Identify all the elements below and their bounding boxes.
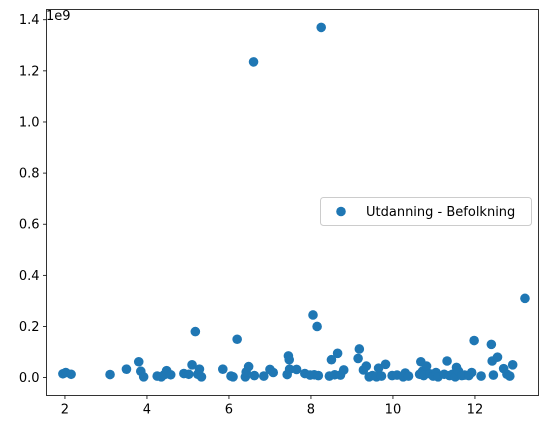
data-point (284, 354, 295, 365)
data-point (138, 372, 149, 382)
data-point (326, 354, 337, 365)
data-point (190, 326, 201, 337)
data-point (183, 369, 194, 380)
axes-frame (46, 9, 539, 396)
data-point (442, 356, 452, 366)
data-point (165, 369, 176, 380)
x-tick-label: 2 (61, 403, 69, 418)
data-point (354, 344, 365, 354)
data-point (249, 370, 260, 381)
data-point (488, 370, 499, 380)
data-point (248, 57, 259, 67)
data-point (520, 293, 530, 304)
data-point (338, 365, 349, 375)
legend-marker (336, 206, 346, 217)
legend-label: Utdanning - Befolkning (366, 205, 515, 220)
y-tick-label: 1.2 (19, 64, 40, 79)
x-tick-label: 6 (225, 403, 233, 418)
y-axis-offset-text: 1e9 (46, 9, 71, 24)
y-axis: 0.0 0.2 0.4 0.6 0.8 1.0 1.2 1.4 (19, 13, 47, 386)
x-tick-label: 10 (385, 403, 402, 418)
data-point (353, 353, 363, 364)
x-tick-label: 4 (143, 403, 151, 418)
data-point (469, 335, 479, 346)
y-tick-label: 1.4 (19, 13, 40, 28)
data-point (284, 364, 295, 374)
data-point (316, 22, 327, 33)
y-tick-label: 0.6 (19, 218, 40, 233)
y-tick-label: 0.0 (19, 371, 40, 386)
data-point (121, 364, 132, 374)
data-point (466, 367, 477, 378)
data-point (486, 339, 497, 350)
x-axis: 2 4 6 8 10 12 (61, 395, 484, 418)
data-point (403, 371, 414, 381)
data-point (218, 364, 228, 374)
data-point (268, 367, 279, 378)
data-point (507, 360, 518, 370)
legend: Utdanning - Befolkning (320, 197, 532, 226)
data-point (196, 372, 207, 382)
data-point (492, 352, 503, 362)
y-tick-label: 0.4 (19, 269, 40, 284)
data-point (133, 356, 144, 367)
data-point (187, 360, 197, 370)
data-point (332, 348, 343, 359)
legend-frame (320, 197, 532, 226)
points-layer (58, 22, 530, 382)
data-point (228, 372, 238, 382)
data-point (361, 361, 372, 371)
y-tick-label: 0.8 (19, 167, 40, 182)
data-point (313, 370, 324, 381)
data-point (232, 334, 242, 345)
x-tick-label: 8 (307, 403, 315, 418)
data-point (243, 361, 254, 372)
data-point (376, 371, 387, 381)
data-point (421, 361, 432, 371)
data-point (505, 371, 515, 381)
x-tick-label: 12 (467, 403, 484, 418)
data-point (66, 369, 76, 380)
data-point (380, 359, 391, 370)
y-tick-label: 0.2 (19, 320, 40, 335)
data-point (105, 369, 115, 380)
y-tick-label: 1.0 (19, 115, 40, 130)
data-point (259, 371, 269, 381)
data-point (312, 321, 322, 332)
data-point (291, 364, 302, 375)
data-point (194, 364, 205, 374)
data-point (308, 310, 318, 320)
data-point (476, 371, 486, 381)
